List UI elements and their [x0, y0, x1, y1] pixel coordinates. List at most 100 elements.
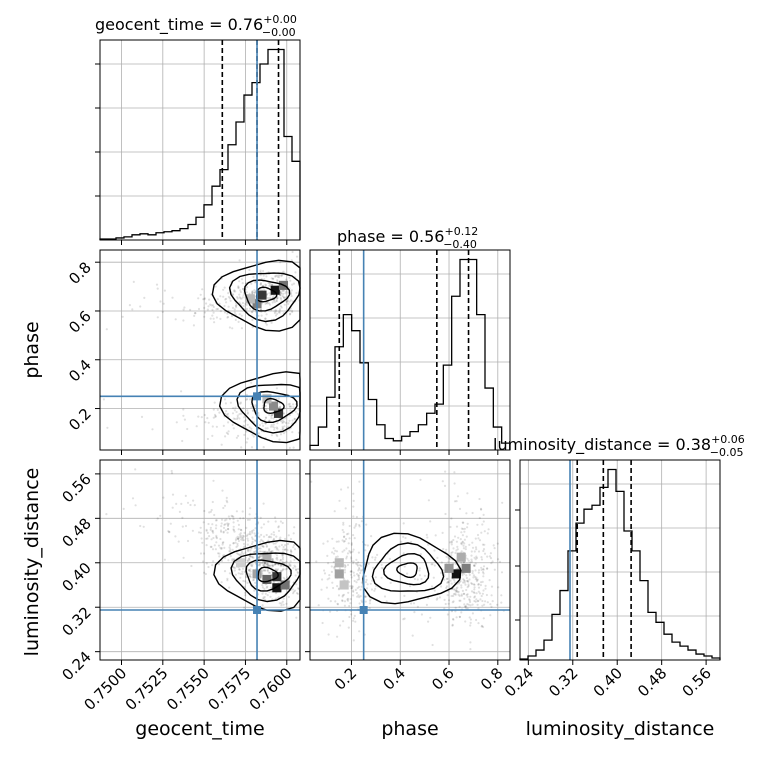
contour-line: [230, 552, 301, 603]
sample-point: [441, 480, 444, 483]
sample-point: [465, 512, 468, 515]
sample-point: [206, 417, 209, 420]
sample-point: [257, 560, 260, 564]
sample-point: [482, 568, 485, 571]
sample-point: [455, 616, 458, 619]
sample-point: [238, 280, 241, 283]
sample-point: [475, 578, 478, 581]
sample-point: [259, 269, 262, 272]
sample-point: [219, 537, 222, 541]
sample-point: [413, 611, 416, 614]
sample-point: [357, 574, 360, 577]
sample-point: [347, 597, 350, 600]
sample-point: [458, 594, 461, 598]
sample-point: [219, 317, 222, 320]
sample-point: [217, 563, 221, 566]
sample-point: [271, 283, 274, 286]
sample-point: [278, 406, 281, 409]
sample-point: [458, 599, 461, 602]
sample-point: [403, 594, 406, 598]
sample-point: [359, 588, 362, 591]
sample-point: [279, 291, 282, 295]
sample-point: [178, 510, 181, 513]
sample-point: [317, 604, 320, 607]
sample-point: [174, 535, 177, 538]
sample-point: [226, 522, 229, 525]
sample-point: [355, 581, 358, 584]
sample-point: [251, 556, 254, 559]
sample-point: [249, 568, 252, 571]
sample-point: [214, 285, 217, 288]
sample-point: [385, 600, 388, 603]
sample-point: [237, 539, 240, 543]
sample-point: [257, 314, 260, 317]
sample-point: [250, 282, 253, 285]
sample-point: [334, 556, 338, 559]
sample-point: [342, 523, 345, 526]
sample-point: [254, 546, 257, 549]
sample-point: [489, 552, 492, 555]
sample-point: [279, 569, 282, 573]
sample-point: [241, 572, 244, 576]
sample-point: [253, 550, 256, 554]
sample-point: [321, 578, 324, 581]
sample-point: [251, 555, 254, 558]
sample-point: [482, 567, 485, 571]
sample-point: [223, 523, 226, 527]
sample-point: [182, 308, 185, 311]
sample-point: [289, 409, 292, 412]
x-tick-label: 0.2: [331, 664, 361, 694]
x-tick-label: 0.6: [428, 664, 458, 694]
sample-point: [220, 547, 223, 551]
sample-point: [205, 562, 208, 565]
sample-point: [278, 311, 281, 314]
sample-point: [253, 539, 257, 542]
sample-point: [463, 603, 466, 606]
sample-point: [279, 261, 282, 264]
sample-point: [206, 437, 209, 441]
sample-point: [466, 526, 469, 529]
sample-point: [477, 537, 480, 540]
sample-point: [264, 427, 267, 430]
sample-point: [236, 537, 240, 541]
sample-point: [284, 544, 287, 547]
sample-point: [465, 576, 468, 580]
sample-point: [460, 542, 463, 545]
sample-point: [228, 297, 231, 300]
sample-point: [239, 289, 242, 292]
sample-point: [469, 561, 472, 564]
sample-point: [355, 558, 358, 562]
sample-point: [274, 542, 277, 545]
sample-point: [368, 602, 371, 605]
sample-point: [171, 506, 174, 509]
sample-point: [182, 319, 185, 322]
sample-point: [338, 567, 341, 570]
sample-point: [474, 569, 477, 572]
sample-point: [455, 525, 459, 528]
sample-point: [208, 535, 211, 538]
sample-point: [426, 536, 429, 539]
sample-point: [215, 534, 218, 538]
sample-point: [354, 524, 357, 528]
sample-point: [236, 542, 239, 545]
sample-point: [473, 596, 476, 599]
sample-point: [351, 585, 354, 588]
sample-point: [231, 558, 234, 561]
sample-point: [237, 537, 240, 540]
sample-point: [262, 545, 265, 548]
sample-point: [471, 572, 474, 575]
sample-point: [456, 586, 459, 589]
sample-point: [350, 557, 353, 560]
sample-point: [203, 315, 206, 318]
sample-point: [268, 282, 271, 285]
sample-point: [356, 563, 359, 566]
sample-point: [264, 592, 267, 595]
sample-point: [232, 417, 235, 420]
sample-point: [260, 550, 263, 553]
sample-point: [264, 404, 267, 408]
sample-point: [211, 529, 214, 533]
sample-point: [453, 589, 456, 592]
sample-point: [214, 527, 218, 530]
sample-point: [262, 596, 265, 599]
sample-point: [483, 543, 486, 546]
